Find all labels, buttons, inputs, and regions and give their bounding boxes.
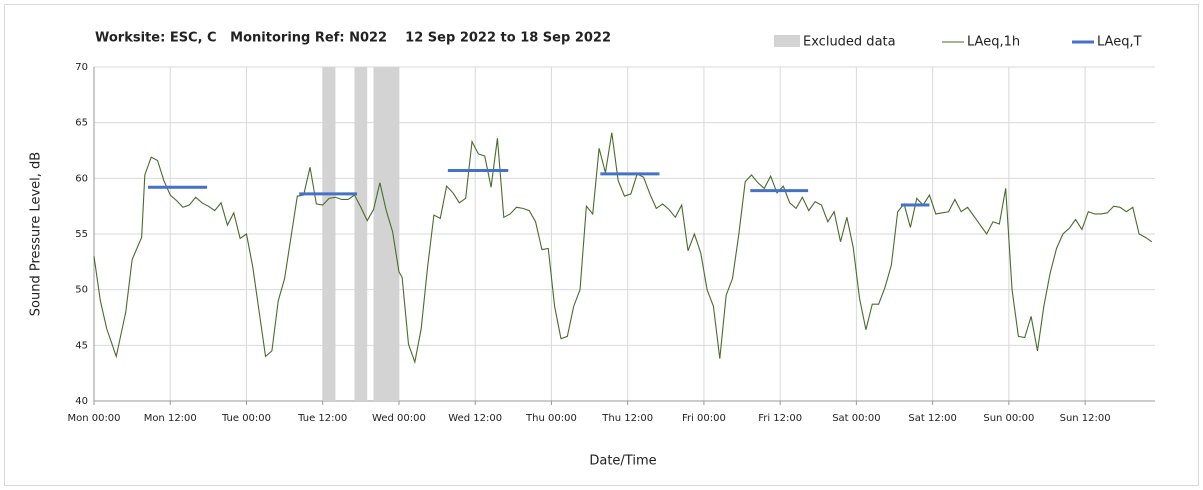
y-tick-label: 40 <box>75 396 88 407</box>
y-axis-label: Sound Pressure Level, dB <box>29 152 44 316</box>
x-axis-label: Date/Time <box>589 454 656 469</box>
x-tick-label: Fri 00:00 <box>682 413 726 424</box>
y-tick-label: 55 <box>75 229 88 240</box>
x-tick-label: Sat 00:00 <box>832 413 880 424</box>
legend-label: Excluded data <box>803 35 896 50</box>
chart-title: Worksite: ESC, C Monitoring Ref: N022 12… <box>95 31 611 46</box>
excluded-band <box>373 67 399 401</box>
x-tick-label: Thu 12:00 <box>601 413 653 424</box>
y-tick-label: 45 <box>75 340 88 351</box>
x-tick-label: Sun 00:00 <box>983 413 1034 424</box>
y-tick-label: 50 <box>75 285 88 296</box>
x-tick-label: Mon 12:00 <box>144 413 197 424</box>
x-tick-label: Fri 12:00 <box>758 413 802 424</box>
x-tick-label: Thu 00:00 <box>525 413 577 424</box>
excluded-band <box>322 67 336 401</box>
excluded-band <box>354 67 368 401</box>
series-line <box>93 132 1153 365</box>
y-tick-label: 60 <box>75 173 88 184</box>
legend-label: LAeq,1h <box>967 35 1020 50</box>
x-tick-label: Mon 00:00 <box>67 413 120 424</box>
x-tick-label: Wed 00:00 <box>372 413 426 424</box>
x-tick-label: Sun 12:00 <box>1060 413 1111 424</box>
legend-label: LAeq,T <box>1097 35 1142 50</box>
y-tick-label: 70 <box>75 62 88 73</box>
x-tick-label: Tue 00:00 <box>221 413 271 424</box>
x-tick-label: Wed 12:00 <box>448 413 502 424</box>
y-tick-label: 65 <box>75 118 88 129</box>
x-tick-label: Tue 12:00 <box>297 413 347 424</box>
x-tick-label: Sat 12:00 <box>908 413 956 424</box>
legend-swatch <box>774 35 800 47</box>
chart-frame <box>4 4 1199 486</box>
